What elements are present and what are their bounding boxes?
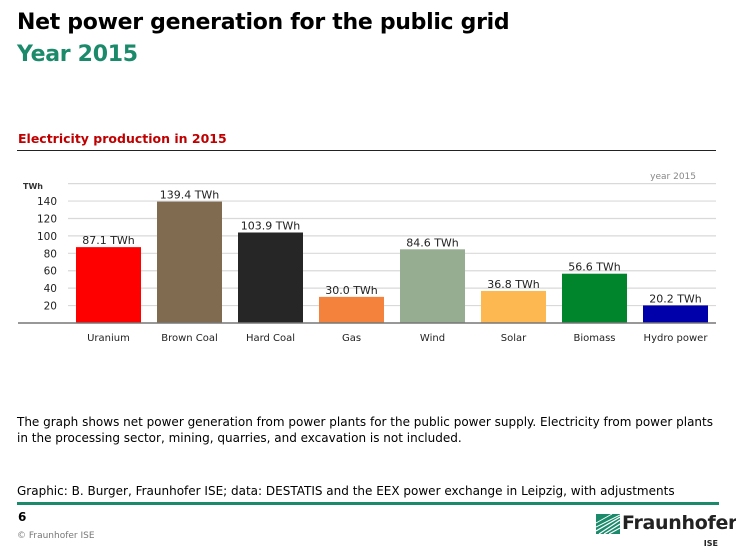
data-label: 20.2 TWh (649, 292, 702, 305)
data-label: 36.8 TWh (487, 278, 540, 291)
x-axis-ticks: Uranium Brown Coal Hard Coal Gas Wind Solar Bi… (87, 333, 708, 344)
data-label: 84.6 TWh (406, 236, 459, 249)
x-tick-label: Hard Coal (246, 333, 295, 344)
y-tick-label: 60 (44, 266, 57, 278)
data-label: 103.9 TWh (241, 220, 301, 233)
chart-section-title: Electricity production in 2015 (18, 131, 227, 146)
logo-text: Fraunhofer (622, 512, 736, 534)
bars (76, 201, 708, 323)
logo-subtext: ISE (703, 539, 718, 548)
x-tick-label: Brown Coal (161, 333, 218, 344)
bar (76, 247, 141, 323)
page-title: Net power generation for the public grid (17, 10, 510, 35)
y-tick-label: 140 (37, 196, 57, 208)
footer-divider (17, 502, 719, 505)
bar-chart: 20 40 60 80 100 120 140 TWh year 2015 87.1 TWh… (18, 172, 716, 344)
y-axis-ticks: 20 40 60 80 100 120 140 (37, 196, 57, 313)
page-subtitle: Year 2015 (17, 42, 138, 67)
x-tick-label: Uranium (87, 333, 130, 344)
data-label: 30.0 TWh (325, 284, 378, 297)
bar (157, 201, 222, 323)
x-tick-label: Biomass (573, 333, 615, 344)
data-labels: 87.1 TWh 139.4 TWh 103.9 TWh 30.0 TWh 84.6 T… (82, 189, 702, 306)
chart-description: The graph shows net power generation fro… (17, 415, 713, 445)
bar (562, 273, 627, 323)
chart-annotation: year 2015 (650, 172, 696, 182)
bar (481, 290, 546, 323)
y-tick-label: 40 (44, 283, 57, 295)
y-axis-label: TWh (23, 182, 43, 191)
page-number: 6 (18, 510, 27, 524)
bar (319, 296, 384, 323)
bar (238, 232, 303, 323)
data-label: 56.6 TWh (568, 261, 621, 274)
bar (643, 305, 708, 323)
y-tick-label: 100 (37, 231, 57, 243)
y-tick-label: 20 (44, 301, 57, 313)
data-label: 139.4 TWh (160, 189, 220, 202)
y-tick-label: 120 (37, 213, 57, 225)
fraunhofer-logo-icon (596, 514, 620, 534)
data-label: 87.1 TWh (82, 234, 135, 247)
x-tick-label: Gas (342, 333, 361, 344)
x-tick-label: Solar (501, 333, 527, 344)
fraunhofer-logo: Fraunhofer ISE (596, 512, 736, 552)
y-tick-label: 80 (44, 248, 57, 260)
copyright: © Fraunhofer ISE (17, 531, 95, 541)
bar (400, 249, 465, 323)
source-credit: Graphic: B. Burger, Fraunhofer ISE; data… (17, 484, 675, 498)
chart-title-divider (17, 150, 716, 151)
x-tick-label: Wind (420, 333, 445, 344)
x-tick-label: Hydro power (644, 333, 709, 344)
